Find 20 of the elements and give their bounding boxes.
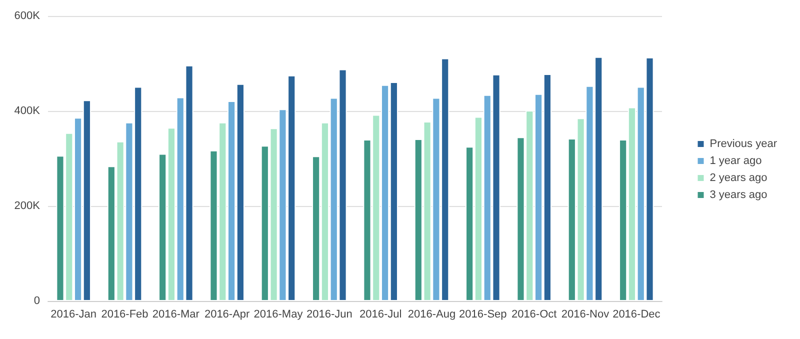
legend-label: 3 years ago	[710, 189, 768, 201]
y-tick-label: 200K	[14, 200, 41, 212]
x-tick-label: 2016-Sep	[459, 308, 507, 320]
x-tick-label: 2016-Dec	[612, 308, 661, 320]
x-tick-label: 2016-May	[254, 308, 304, 320]
x-tick-label: 2016-Apr	[204, 308, 250, 320]
y-tick-label: 400K	[14, 105, 41, 117]
x-tick-label: 2016-Aug	[408, 308, 456, 320]
x-tick-label: 2016-Jun	[306, 308, 352, 320]
legend-label: 1 year ago	[710, 155, 762, 167]
x-tick-label: 2016-Oct	[511, 308, 557, 320]
y-tick-label: 0	[34, 295, 40, 307]
x-tick-label: 2016-Jan	[50, 308, 97, 320]
y-tick-label: 600K	[14, 10, 41, 22]
x-tick-label: 2016-Nov	[561, 308, 610, 320]
x-tick-label: 2016-Mar	[152, 308, 200, 320]
legend-label: 2 years ago	[710, 172, 768, 184]
x-tick-label: 2016-Jul	[359, 308, 402, 320]
x-tick-label: 2016-Feb	[101, 308, 148, 320]
legend-label: Previous year	[710, 138, 778, 150]
